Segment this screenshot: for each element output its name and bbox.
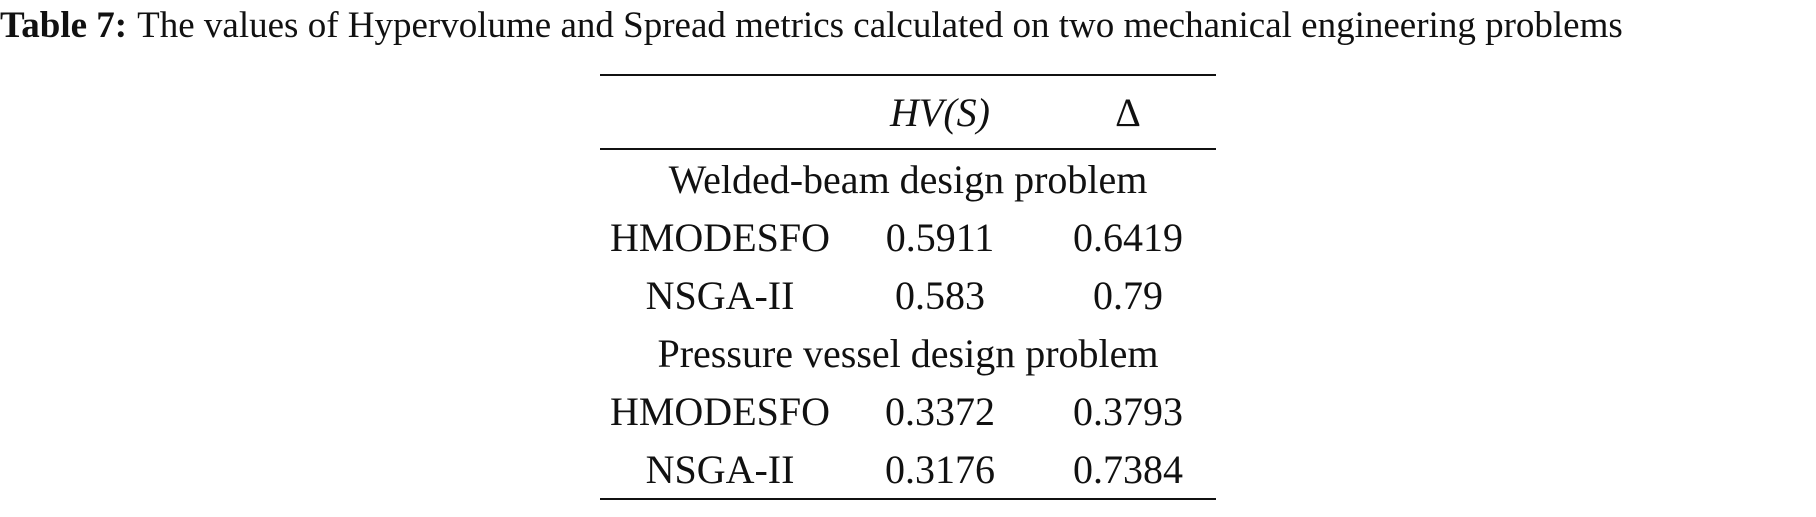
hv-value: 0.3372: [885, 388, 995, 434]
table-row: NSGA-II 0.583 0.79: [600, 266, 1216, 324]
header-hypervolume: HV(S): [890, 89, 990, 135]
method-name: NSGA-II: [645, 272, 795, 318]
hv-value: 0.5911: [885, 214, 995, 260]
caption-label: Table 7:: [0, 5, 128, 46]
header-spread: Δ: [1115, 89, 1141, 135]
caption-text: The values of Hypervolume and Spread met…: [137, 5, 1623, 46]
table-row: HMODESFO 0.5911 0.6419: [600, 208, 1216, 266]
spread-value: 0.7384: [1073, 446, 1183, 492]
spread-value: 0.3793: [1073, 388, 1183, 434]
table-row: HMODESFO 0.3372 0.3793: [600, 382, 1216, 440]
spread-value: 0.6419: [1073, 214, 1183, 260]
method-name: NSGA-II: [645, 446, 795, 492]
section-title: Pressure vessel design problem: [657, 330, 1159, 376]
metrics-table: HV(S) Δ Welded-beam design problem HMODE…: [600, 74, 1216, 500]
hv-value: 0.3176: [885, 446, 995, 492]
top-rule: [600, 74, 1216, 76]
spread-value: 0.79: [1093, 272, 1163, 318]
section-title: Welded-beam design problem: [668, 156, 1148, 202]
hv-value: 0.583: [895, 272, 985, 318]
bottom-rule: [600, 498, 1216, 500]
method-name: HMODESFO: [609, 214, 831, 260]
table-row: NSGA-II 0.3176 0.7384: [600, 440, 1216, 498]
table-caption: Table 7: The values of Hypervolume and Sp…: [0, 4, 1816, 48]
method-name: HMODESFO: [609, 388, 831, 434]
header-row: HV(S) Δ: [600, 76, 1216, 148]
mid-rule: [600, 148, 1216, 150]
